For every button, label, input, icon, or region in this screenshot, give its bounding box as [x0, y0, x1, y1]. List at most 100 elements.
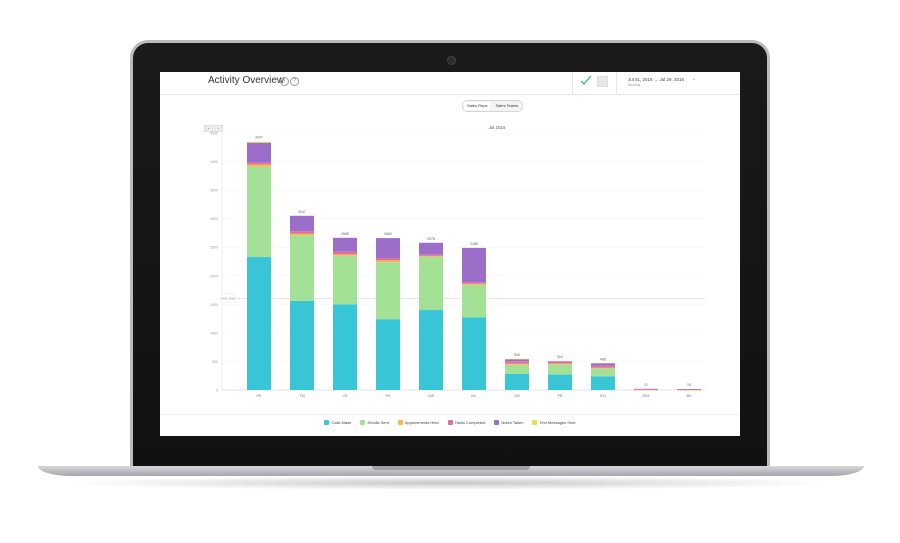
- x-tick-label: GW: [428, 394, 435, 398]
- bar-segment: [677, 389, 701, 391]
- bar-segment: [505, 374, 529, 390]
- bar-segment: [591, 365, 615, 368]
- app-screen: Activity Overview i ? Jul 01, 2016 → Jul…: [160, 72, 740, 436]
- y-tick-label: 3000: [210, 217, 218, 221]
- bar-segment: [462, 282, 486, 284]
- zoom-controls: + −: [204, 125, 223, 132]
- legend-checkbox-icon[interactable]: [324, 420, 330, 425]
- y-tick-label: 0: [216, 389, 218, 393]
- webcam: [447, 56, 456, 65]
- toggle-sales-reps[interactable]: Sales Reps: [463, 101, 492, 111]
- chart-legend: Calls Made Emails Sent Appointments Held Ta…: [160, 420, 740, 425]
- bar-segment: [290, 300, 314, 390]
- header-divider: [572, 72, 573, 94]
- bar-total-label: 4347: [255, 136, 263, 140]
- bar-segment: [247, 166, 271, 257]
- legend-label: Calls Made: [331, 420, 352, 425]
- bar-segment: [247, 142, 271, 163]
- bar-segment: [462, 247, 486, 283]
- view-toggle: Sales Reps Sales Teams: [462, 100, 524, 112]
- bar-segment: [247, 162, 271, 165]
- bar-segment: [591, 368, 615, 377]
- legend-label: Text Messages Sent: [539, 420, 576, 425]
- zoom-out-button[interactable]: −: [214, 125, 223, 132]
- bar-segment: [333, 255, 357, 305]
- bar-total-label: 21: [644, 383, 648, 387]
- bar-segment: [247, 164, 271, 167]
- bar-total-label: 15: [687, 383, 691, 387]
- bar-segment: [505, 361, 529, 364]
- bar-segment: [505, 359, 529, 362]
- legend-item[interactable]: Emails Sent: [360, 420, 389, 425]
- bar-total-label: 3047: [298, 210, 306, 214]
- bar-segment: [419, 242, 443, 255]
- bar-segment: [548, 361, 572, 362]
- x-tick-label: PB: [557, 394, 563, 398]
- bar-segment: [505, 364, 529, 375]
- x-tick-label: ML: [471, 394, 476, 398]
- average-label-box: [220, 293, 236, 303]
- table-view-icon[interactable]: [597, 76, 608, 87]
- bar-segment: [548, 361, 572, 364]
- x-tick-label: BK: [686, 394, 692, 398]
- legend-label: Appointments Held: [404, 420, 439, 425]
- footer-divider: [160, 414, 740, 415]
- legend-checkbox-icon[interactable]: [397, 420, 403, 425]
- legend-item[interactable]: Calls Made: [324, 420, 351, 425]
- x-tick-label: TM: [299, 394, 304, 398]
- legend-item[interactable]: Notes Taken: [494, 420, 523, 425]
- laptop-shadow: [60, 476, 840, 490]
- question-icon[interactable]: ?: [290, 77, 299, 86]
- bar-segment: [634, 389, 658, 390]
- legend-item[interactable]: Appointments Held: [397, 420, 439, 425]
- y-tick-label: 2500: [210, 246, 218, 250]
- bar-segment: [376, 258, 400, 261]
- bar-segment: [376, 238, 400, 259]
- checkmark-icon[interactable]: [580, 75, 592, 85]
- bar-segment: [505, 358, 529, 360]
- bar-total-label: 468: [600, 357, 606, 361]
- bar-segment: [333, 304, 357, 390]
- chevron-down-icon[interactable]: ⌄: [692, 76, 697, 82]
- legend-checkbox-icon[interactable]: [532, 420, 538, 425]
- legend-checkbox-icon[interactable]: [494, 420, 500, 425]
- legend-checkbox-icon[interactable]: [360, 420, 366, 425]
- bar-segment: [505, 363, 529, 365]
- y-tick-label: 4500: [210, 132, 218, 136]
- x-tick-label: KH: [600, 394, 606, 398]
- app-header: Activity Overview i ? Jul 01, 2016 → Jul…: [160, 72, 740, 95]
- bar-segment: [419, 254, 443, 256]
- y-tick-label: 500: [212, 360, 218, 364]
- bar-segment: [290, 235, 314, 301]
- bar-segment: [634, 388, 658, 390]
- toggle-sales-teams[interactable]: Sales Teams: [495, 103, 519, 108]
- bar-segment: [419, 256, 443, 311]
- bar-segment: [548, 374, 572, 390]
- chart-title: Jul 2016: [488, 125, 506, 130]
- bar-total-label: 2488: [470, 242, 478, 246]
- legend-item[interactable]: Tasks Completed: [447, 420, 485, 425]
- legend-checkbox-icon[interactable]: [447, 420, 453, 425]
- bar-segment: [677, 389, 701, 390]
- bar-segment: [634, 389, 658, 391]
- stacked-bar-chart: Jul 2016 0 500 1000 1500 2000 2500 3000 3500 4000…: [210, 125, 705, 398]
- bar-segment: [462, 283, 486, 285]
- bar-segment: [333, 251, 357, 255]
- y-tick-label: 1500: [210, 303, 218, 307]
- zoom-in-button[interactable]: +: [204, 125, 213, 132]
- info-icon[interactable]: i: [280, 77, 289, 86]
- period-label: Monthly: [628, 83, 641, 87]
- legend-label: Notes Taken: [501, 420, 524, 425]
- average-label: AVG 1610: [221, 297, 235, 301]
- laptop-notch: [372, 466, 530, 470]
- legend-item[interactable]: Text Messages Sent: [532, 420, 576, 425]
- bar-segment: [419, 310, 443, 390]
- x-tick-label: CK: [342, 394, 348, 398]
- bar-segment: [376, 319, 400, 390]
- bar-segment: [290, 231, 314, 234]
- bar-segment: [333, 254, 357, 256]
- date-range-picker[interactable]: Jul 01, 2016 → Jul 29, 2016: [628, 77, 685, 82]
- bar-segment: [591, 363, 615, 366]
- bar-total-label: 2578: [427, 237, 435, 241]
- bar-segment: [376, 260, 400, 263]
